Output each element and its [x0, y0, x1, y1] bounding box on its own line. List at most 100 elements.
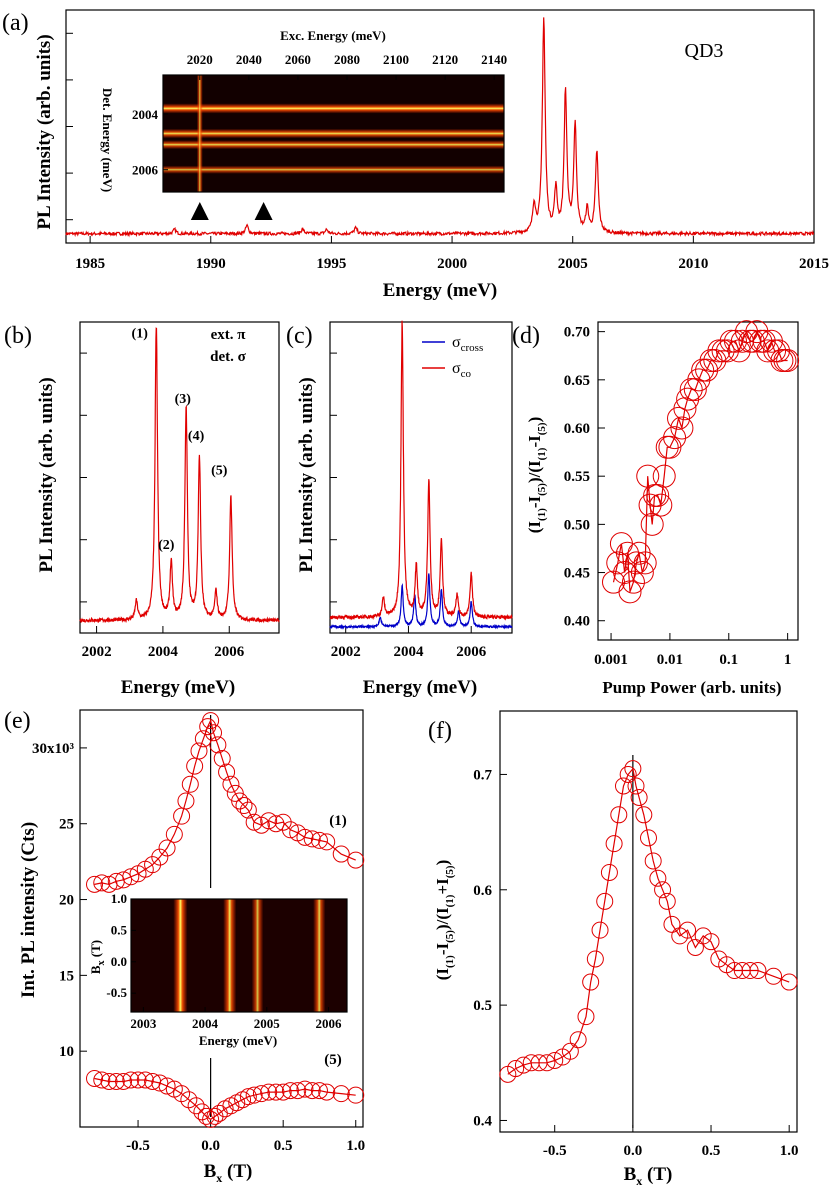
- e-y-tick-label: 15: [59, 968, 74, 984]
- e-series-1-connecting-line: [94, 718, 356, 886]
- d-data-point: [670, 416, 694, 440]
- f-data-point: [765, 967, 783, 985]
- f-data-point: [586, 950, 604, 968]
- e-series-2-data-point: [310, 1082, 328, 1100]
- e-series-2-data-point: [115, 1073, 133, 1091]
- d-x-tick-label: 0.1: [719, 652, 738, 668]
- x-axis-label-d: Pump Power (arb. units): [602, 678, 781, 697]
- a-x-tick-label: 2010: [678, 256, 708, 272]
- e-series-1-data-point: [231, 792, 249, 810]
- d-data-point: [752, 329, 776, 353]
- inset-e: 2003 2004 2005 2006 1.0 0.5 0.0 -0.5 Energy (m…: [88, 891, 348, 1048]
- inset-e-lines: [173, 899, 326, 1012]
- e-series-2-data-point: [202, 1110, 220, 1128]
- e-series-1-data-point: [158, 839, 176, 857]
- y-ticks-b: [80, 352, 87, 603]
- spectrum-line-cross: [329, 573, 513, 630]
- inset-e-x-tick-label: 2003: [130, 1016, 157, 1031]
- panel-f: (f) -0.5 0.0 0.5 1.0 0.4 0.5 0.6 0.7 Bx (T) (I…: [428, 710, 799, 1188]
- e-series-2-data-point: [129, 1071, 147, 1089]
- peak-label: (2): [158, 538, 175, 553]
- a-x-tick-label: 2015: [799, 256, 829, 272]
- inset-a-x-tick-label: 2060: [285, 52, 311, 67]
- y-axis-label-f: (I(1)-I(5))/(I(1)+I(5)): [433, 860, 456, 981]
- e-series-2-data-point: [252, 1085, 270, 1103]
- d-data-point: [711, 339, 735, 363]
- e-series-2-data-point: [173, 1085, 191, 1103]
- f-y-tick-label: 0.7: [473, 767, 492, 783]
- e-series-1-data-point: [122, 868, 140, 886]
- e-y-tick-label: 30x10³: [32, 741, 75, 757]
- inset-e-y-label: Bx (T): [88, 940, 107, 974]
- inset-a-x-tick-label: 2100: [383, 52, 409, 67]
- inset-e-x-label: Energy (meV): [199, 1033, 277, 1048]
- e-series-2-data-point: [245, 1086, 263, 1104]
- y-axis-label-a: PL Intensity (arb. units): [34, 34, 55, 229]
- d-y-tick-label: 0.40: [564, 614, 590, 630]
- f-data-point: [582, 973, 600, 991]
- f-x-tick-label: 1.0: [780, 1143, 799, 1159]
- y-ticks-d: 0.40 0.45 0.50 0.55 0.60 0.65 0.70: [564, 325, 605, 630]
- f-data-point: [600, 863, 618, 881]
- e-series-1-data-point: [303, 830, 321, 848]
- axes-frame-b: [79, 321, 280, 634]
- d-data-point: [703, 349, 727, 373]
- d-data-point: [606, 551, 630, 575]
- d-data-point: [613, 561, 637, 585]
- peak-labels-b: (1) (2) (3) (4) (5): [132, 327, 228, 553]
- f-y-tick-label: 0.5: [473, 998, 492, 1014]
- inset-e-y-tick-label: 0.5: [111, 922, 128, 937]
- d-data-point: [691, 358, 715, 382]
- inset-a-y-tick-label: 2004: [132, 107, 159, 122]
- f-data-point: [640, 829, 657, 847]
- inset-a-x-ticks: 2020 2040 2060 2080 2100 2120 2140: [187, 52, 507, 80]
- f-data-point: [507, 1060, 525, 1078]
- e-series-2-data-point: [100, 1073, 118, 1091]
- d-x-tick-label: 0.01: [657, 652, 683, 668]
- e-series-2-data-point: [107, 1073, 125, 1091]
- d-data-point: [652, 464, 676, 488]
- f-data-point: [546, 1051, 564, 1069]
- inset-a-x-label: Exc. Energy (meV): [280, 28, 386, 43]
- panel-b: (b) 2002 2004 2006 (1)(2)(3)(4)(5) ext. π …: [4, 321, 280, 698]
- legend-ext: ext. π: [211, 327, 247, 343]
- x-ticks-d: 0.001 0.01 0.1 1: [594, 633, 791, 668]
- panel-e: (e) -0.5 0.0 0.5 1.0 10 15 20 25 30x10³ (1) (5)…: [4, 708, 365, 1185]
- f-data-point: [654, 881, 672, 899]
- d-data-point: [630, 561, 654, 585]
- e-series-1-data-point: [332, 845, 350, 863]
- f-data-point: [627, 777, 645, 795]
- e-series-1-data-point: [281, 821, 299, 839]
- d-x-tick-label: 1: [784, 652, 792, 668]
- panel-label-d: (d): [512, 323, 540, 349]
- e-series-1-data-point: [267, 815, 285, 833]
- legend-det: det. σ: [210, 349, 246, 365]
- b-x-tick-label: 2002: [82, 644, 112, 660]
- inset-e-x-tick-label: 2006: [315, 1016, 342, 1031]
- e-series-2-data-point: [86, 1069, 104, 1087]
- e-series-1-data-point: [347, 851, 365, 869]
- y-ticks-f: 0.4 0.5 0.6 0.7: [473, 767, 507, 1129]
- inset-a-frame: [162, 74, 505, 193]
- d-y-tick-label: 0.65: [564, 373, 590, 389]
- inset-e-emission-line: [313, 899, 326, 1012]
- x-ticks-b: 2002 2004 2006: [82, 626, 245, 660]
- f-data-point: [624, 760, 642, 778]
- e-series-2-data-point: [136, 1071, 154, 1089]
- x-axis-label-c: Energy (meV): [363, 677, 478, 698]
- b-x-tick-label: 2004: [148, 644, 179, 660]
- d-data-point: [640, 512, 664, 536]
- data-points-d: [601, 320, 800, 604]
- f-connecting-line: [507, 767, 790, 1075]
- a-x-tick-label: 1990: [196, 256, 226, 272]
- inset-e-x-ticks: 2003 2004 2005 2006: [130, 1007, 342, 1031]
- e-series-1-data-point: [151, 848, 169, 866]
- e-series-1-data-point: [209, 736, 227, 754]
- f-data-point: [614, 777, 632, 795]
- e-y-tick-label: 10: [59, 1044, 74, 1060]
- inset-e-emission-line: [251, 899, 264, 1012]
- inset-e-y-ticks: 1.0 0.5 0.0 -0.5: [106, 891, 136, 1000]
- d-data-point: [615, 541, 639, 565]
- e-series-2-data-point: [267, 1083, 285, 1101]
- d-data-point: [776, 349, 800, 373]
